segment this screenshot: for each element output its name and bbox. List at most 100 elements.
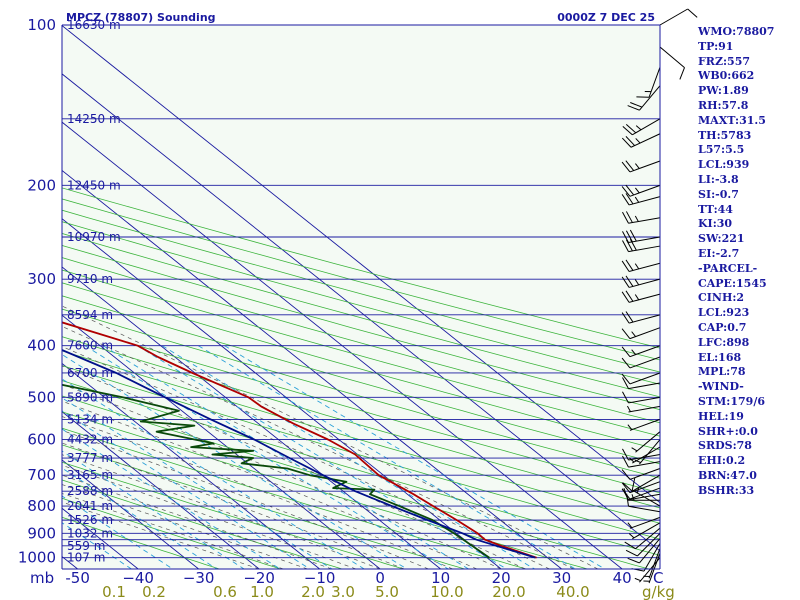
pressure-tick: 300 <box>27 270 56 288</box>
height-label: 12450 m <box>67 178 121 192</box>
height-label: 5890 m <box>67 390 113 404</box>
dry-adiabat <box>62 322 660 494</box>
dry-adiabat <box>62 427 527 569</box>
mixing-ratio-tick: 3.0 <box>331 583 355 600</box>
mixing-ratio-line <box>62 450 245 569</box>
wind-barb <box>621 327 661 340</box>
wind-barb <box>621 259 661 272</box>
dry-adiabat <box>62 350 660 524</box>
pressure-tick: 600 <box>27 431 56 449</box>
wind-barb <box>622 455 661 468</box>
wind-barb <box>634 439 661 465</box>
wind-barb <box>622 238 661 253</box>
mixing-ratio-line <box>224 345 606 569</box>
mixing-ratio-tick: 0.6 <box>213 583 237 600</box>
wind-barb <box>622 474 661 492</box>
chart-title: MPCZ (78807) Sounding <box>66 11 216 24</box>
wind-barb <box>621 468 661 480</box>
mixing-ratio-line <box>84 345 449 569</box>
stat-item: EI:-2.7 <box>698 247 740 260</box>
wind-barb <box>621 193 661 206</box>
stat-item: L57:5.5 <box>698 143 745 157</box>
pressure-unit-label: mb <box>30 569 54 587</box>
corner-unit-label: C <box>653 569 663 587</box>
height-label: 6700 m <box>67 366 113 380</box>
stat-item: -PARCEL- <box>698 261 758 275</box>
dry-adiabat <box>62 336 660 509</box>
height-labels: 16630 m 14250 m 12450 m 10970 m 9710 m 8594 m… <box>67 18 121 565</box>
isotherm <box>62 411 260 569</box>
height-label: 4432 m <box>67 433 113 447</box>
mixing-ratio-tick: 5.0 <box>375 583 399 600</box>
height-label: 107 m <box>67 551 105 565</box>
mixing-ratio-tick: 0.2 <box>142 583 166 600</box>
wind-barb <box>622 229 661 244</box>
mixing-ratio-tick: 2.0 <box>301 583 325 600</box>
height-label: 3777 m <box>67 451 113 465</box>
stat-item: WB0:662 <box>698 69 755 83</box>
moist-adiabat <box>62 484 308 569</box>
stat-item: EL:168 <box>698 350 742 364</box>
moist-adiabat <box>62 429 429 569</box>
temperature-tick: 10 <box>431 569 450 587</box>
dewpoint-profile <box>62 383 490 559</box>
dry-adiabat <box>62 516 220 569</box>
mixing-ratio-line <box>62 410 311 569</box>
dry-adiabat <box>62 308 660 479</box>
mixing-ratio-lines <box>62 345 606 569</box>
mixing-ratio-line <box>102 345 469 569</box>
pressure-tick: 100 <box>27 16 56 34</box>
stat-item: -WIND- <box>698 380 744 394</box>
temperature-tick: 40 <box>613 569 632 587</box>
moist-adiabat <box>62 493 284 569</box>
isotherm <box>62 314 381 569</box>
wind-barb <box>622 448 661 461</box>
wind-barb <box>659 46 685 80</box>
temperature-tick: −40 <box>122 569 154 587</box>
stat-item: FRZ:557 <box>698 54 751 68</box>
stat-item: LCL:939 <box>698 158 750 172</box>
stat-item: EHI:0.2 <box>698 454 746 468</box>
stat-item: SRDS:78 <box>698 439 752 453</box>
mixing-ratio-line <box>136 345 507 569</box>
mixing-ratio-axis: 0.1 0.2 0.6 1.0 2.0 3.0 5.0 10.0 20.0 40.0 <box>102 583 590 600</box>
wind-barb <box>621 160 661 173</box>
isotherm <box>62 73 660 552</box>
stat-item: BSHR:33 <box>698 483 755 497</box>
pressure-tick: 400 <box>27 337 56 355</box>
moist-adiabat <box>62 346 550 569</box>
stat-item: STM:179/6 <box>698 395 765 408</box>
moist-adiabats <box>62 305 599 569</box>
stat-item: TH:5783 <box>698 128 752 142</box>
wind-barb <box>659 8 698 26</box>
wind-barb <box>622 118 661 136</box>
moist-adiabat <box>62 365 526 569</box>
wind-barb <box>643 552 661 584</box>
temperature-profile <box>62 321 537 559</box>
moist-adiabat <box>62 501 260 569</box>
wind-barb <box>636 67 661 98</box>
stat-item: MAXT:31.5 <box>698 113 766 127</box>
pressure-axis: 100 200 300 400 500 600 700 800 900 1000 <box>18 16 56 567</box>
temperature-tick: 0 <box>375 569 385 587</box>
mixing-ratio-tick: 20.0 <box>492 583 525 600</box>
mixing-ratio-line <box>62 378 365 569</box>
parcel-profile <box>62 349 536 559</box>
stat-item: KI:30 <box>698 217 733 231</box>
mixing-ratio-tick: 0.1 <box>102 583 126 600</box>
wind-barb <box>621 275 661 288</box>
dry-adiabat <box>62 187 660 349</box>
stat-item: BRN:47.0 <box>698 469 757 482</box>
dry-adiabat <box>62 221 660 385</box>
wind-barb <box>621 487 661 500</box>
stat-item: LI:-3.8 <box>698 173 739 186</box>
wind-barb <box>627 85 661 111</box>
wind-barb <box>627 405 661 413</box>
mixing-ratio-tick: 10.0 <box>430 583 463 600</box>
height-label: 10970 m <box>67 230 121 244</box>
dry-adiabat <box>62 209 660 373</box>
mixing-ratio-line <box>62 428 281 569</box>
sounding-profiles <box>62 321 537 559</box>
pressure-tick: 800 <box>27 497 56 515</box>
isotherm <box>62 169 562 569</box>
